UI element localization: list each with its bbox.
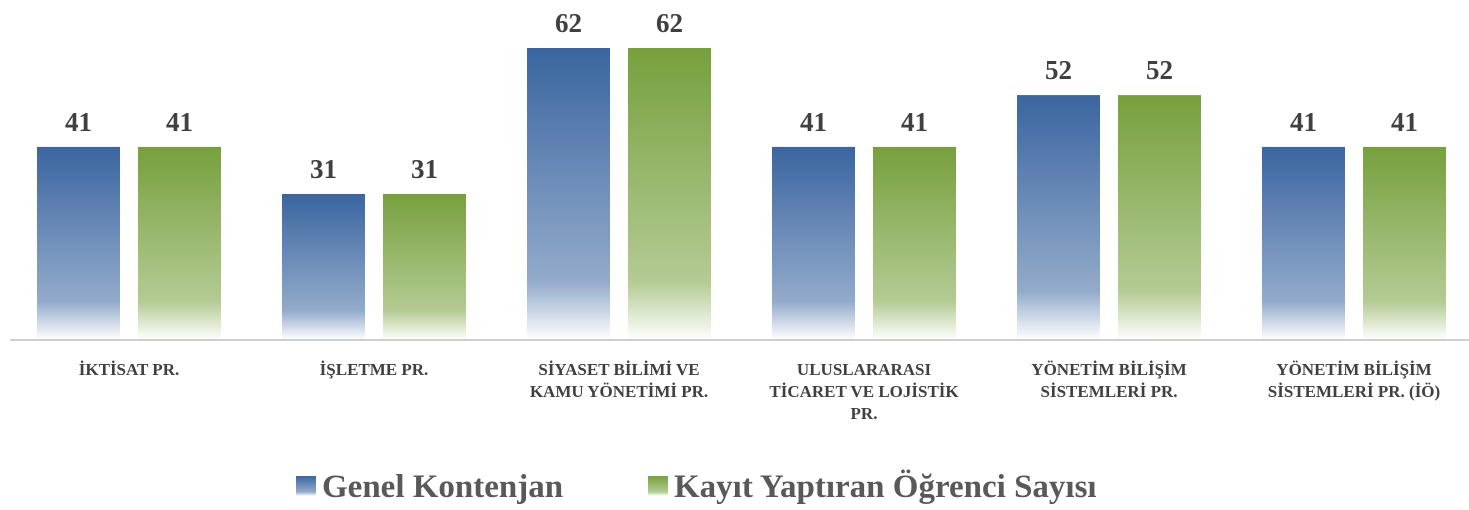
- bar: [873, 146, 956, 340]
- data-label: 41: [166, 107, 193, 137]
- x-tick-label: İŞLETME PR.: [320, 360, 429, 379]
- data-label: 62: [656, 8, 683, 38]
- data-label: 62: [555, 8, 582, 38]
- data-label: 41: [901, 107, 928, 137]
- data-label: 41: [1290, 107, 1317, 137]
- bar: [527, 48, 610, 340]
- x-tick-label: İKTİSAT PR.: [79, 360, 179, 379]
- data-label: 52: [1045, 55, 1072, 85]
- bar: [383, 194, 466, 340]
- bar: [1118, 95, 1201, 340]
- bar: [1017, 95, 1100, 340]
- x-tick-label: ULUSLARARASI TİCARET VE LOJİSTİK PR.: [769, 360, 959, 423]
- legend-label: Genel Kontenjan: [322, 469, 563, 505]
- legend-swatch: [296, 476, 316, 496]
- bar: [628, 48, 711, 340]
- x-tick-label: SİYASET BİLİMİ VE KAMU YÖNETİMİ PR.: [530, 360, 708, 401]
- bar: [772, 146, 855, 340]
- data-label: 41: [65, 107, 92, 137]
- bar: [1363, 146, 1446, 340]
- x-tick-label: YÖNETİM BİLİŞİM SİSTEMLERİ PR.: [1031, 360, 1186, 401]
- bar: [282, 194, 365, 340]
- data-label: 41: [1391, 107, 1418, 137]
- data-label: 31: [310, 154, 337, 184]
- data-label: 52: [1146, 55, 1173, 85]
- x-tick-label: YÖNETİM BİLİŞİM SİSTEMLERİ PR. (İÖ): [1268, 360, 1440, 401]
- data-label: 31: [411, 154, 438, 184]
- bar: [1262, 146, 1345, 340]
- legend-label: Kayıt Yaptıran Öğrenci Sayısı: [674, 468, 1097, 505]
- data-label: 41: [800, 107, 827, 137]
- bar: [138, 146, 221, 340]
- bar: [37, 146, 120, 340]
- legend-swatch: [648, 476, 668, 496]
